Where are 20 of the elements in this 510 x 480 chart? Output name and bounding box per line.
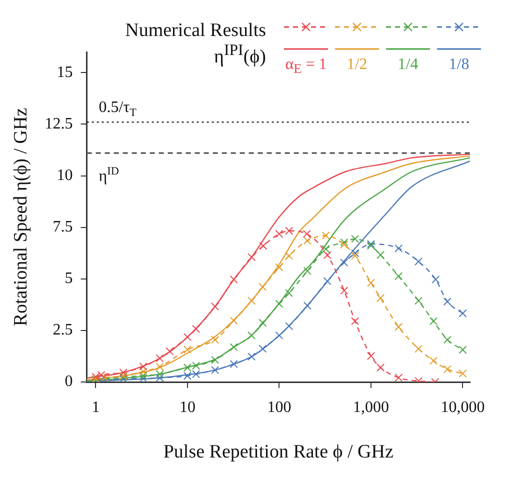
x-axis-title: Pulse Repetition Rate ϕ / GHz	[163, 442, 394, 463]
y-tick-label: 12.5	[44, 115, 73, 132]
legend-label: 1/2	[346, 56, 368, 74]
annotation: η$^{IPI}$(ϕ)	[214, 42, 266, 68]
y-axis-title: Rotational Speed η(ϕ) / GHz	[10, 108, 32, 326]
y-tick-label: 7.5	[52, 218, 73, 236]
y-tick-label: 15	[56, 64, 73, 81]
x-tick-label: 1	[92, 398, 100, 416]
x-tick-label: 10	[179, 398, 196, 416]
text: Numerical Results	[125, 20, 266, 42]
y-tick-label: 0	[64, 373, 73, 390]
y-tick-label: 2.5	[52, 322, 73, 339]
x-tick-label: 10,000	[440, 398, 485, 416]
x-tick-label: 1,000	[352, 398, 389, 416]
legend-label: α$_{E}$ = 1	[284, 56, 328, 78]
legend-label: 1/8	[448, 56, 470, 74]
y-tick-label: 10	[56, 166, 73, 184]
y-tick-label: 5	[64, 270, 73, 288]
legend-label: 1/4	[396, 56, 420, 74]
x-tick-label: 100	[267, 398, 292, 416]
